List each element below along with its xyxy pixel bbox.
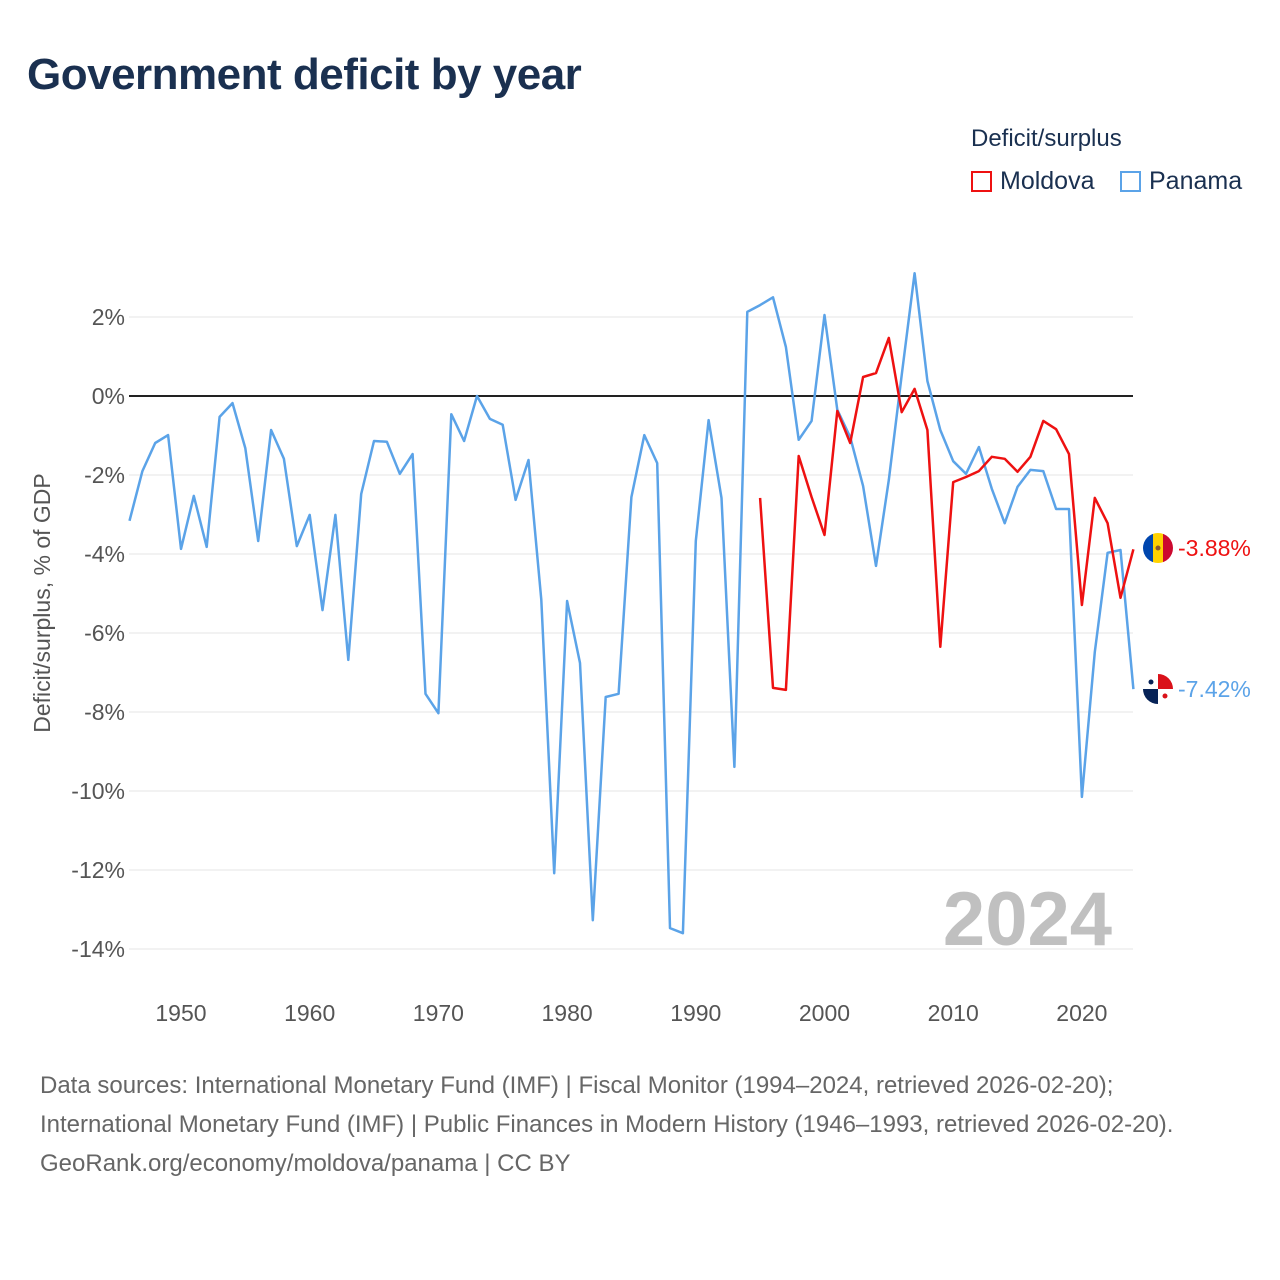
end-label-panama: -7.42% bbox=[1178, 676, 1251, 702]
x-tick-label: 1970 bbox=[413, 1000, 464, 1026]
sources: Data sources: International Monetary Fun… bbox=[40, 1066, 1240, 1183]
panama-flag-icon bbox=[1143, 674, 1173, 704]
x-tick-label: 1990 bbox=[670, 1000, 721, 1026]
y-tick-label: -6% bbox=[84, 620, 125, 646]
legend-swatch-panama bbox=[1120, 171, 1141, 192]
end-label-moldova: -3.88% bbox=[1178, 535, 1251, 561]
y-tick-label: -14% bbox=[71, 936, 125, 962]
source-link[interactable]: GeoRank.org/economy/moldova/panama | CC … bbox=[40, 1150, 571, 1177]
quarter bbox=[1158, 674, 1173, 689]
legend-swatch-moldova bbox=[971, 171, 992, 192]
x-tick-label: 1950 bbox=[155, 1000, 206, 1026]
star bbox=[1148, 679, 1154, 685]
y-tick-label: 0% bbox=[92, 383, 125, 409]
series-line-moldova bbox=[758, 336, 1135, 692]
y-axis-label: Deficit/surplus, % of GDP bbox=[29, 473, 55, 732]
sources-text: Data sources: International Monetary Fun… bbox=[40, 1072, 1174, 1138]
star bbox=[1162, 693, 1168, 699]
page-title: Government deficit by year bbox=[27, 50, 582, 99]
year-watermark: 2024 bbox=[943, 877, 1112, 962]
x-tick-label: 2000 bbox=[799, 1000, 850, 1026]
legend-item-moldova[interactable]: Moldova bbox=[971, 167, 1095, 196]
y-tick-label: 2% bbox=[92, 304, 125, 330]
legend-label: Panama bbox=[1149, 167, 1243, 195]
series-line-panama bbox=[128, 271, 1135, 935]
x-tick-label: 2010 bbox=[928, 1000, 979, 1026]
moldova-flag-icon bbox=[1143, 533, 1173, 563]
x-tick-label: 1980 bbox=[541, 1000, 592, 1026]
x-tick-label: 1960 bbox=[284, 1000, 335, 1026]
y-tick-label: -2% bbox=[84, 462, 125, 488]
stripe bbox=[1163, 533, 1173, 563]
y-tick-label: -4% bbox=[84, 541, 125, 567]
legend-label: Moldova bbox=[1000, 167, 1095, 195]
emblem bbox=[1155, 545, 1161, 551]
y-tick-label: -10% bbox=[71, 778, 125, 804]
x-tick-label: 2020 bbox=[1056, 1000, 1107, 1026]
legend-item-panama[interactable]: Panama bbox=[1120, 167, 1242, 196]
y-tick-label: -12% bbox=[71, 857, 125, 883]
quarter bbox=[1143, 689, 1158, 704]
stripe bbox=[1143, 533, 1153, 563]
legend-title: Deficit/surplus bbox=[971, 125, 1122, 152]
y-tick-label: -8% bbox=[84, 699, 125, 725]
